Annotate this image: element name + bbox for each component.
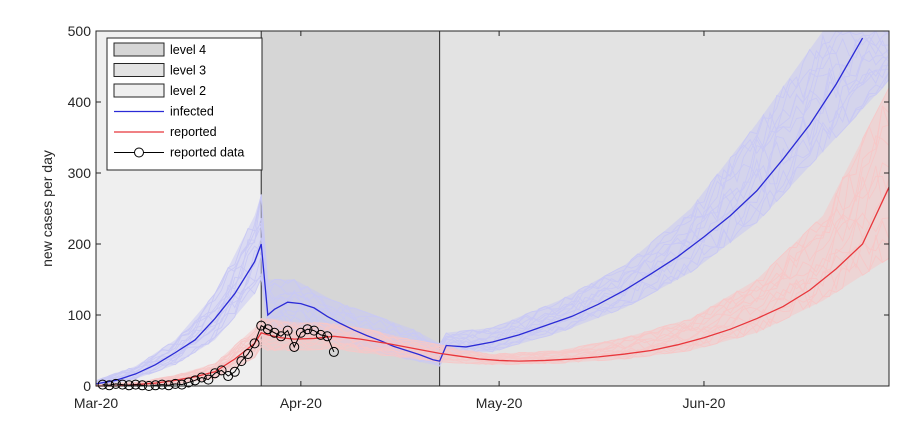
x-tick-label: May-20 xyxy=(476,395,523,411)
y-tick-label: 300 xyxy=(68,165,92,181)
reported-data-point xyxy=(282,325,293,336)
reported-data-point xyxy=(183,377,194,388)
infected-simulations-trace xyxy=(95,78,890,386)
reported-data-point xyxy=(130,379,141,390)
reported-simulations-trace xyxy=(95,87,890,386)
legend-label-reported-data: reported data xyxy=(170,146,244,160)
legend-label-level-4: level 4 xyxy=(170,43,206,57)
infected-simulations-trace xyxy=(95,50,890,384)
legend-swatch-level-3 xyxy=(113,63,165,77)
legend-box xyxy=(106,37,263,171)
reported-data-point xyxy=(295,327,306,338)
infected-simulations-trace xyxy=(95,30,890,382)
reported-data-point xyxy=(209,368,220,379)
y-tick-label: 500 xyxy=(68,23,92,39)
series-lines xyxy=(95,37,890,387)
reported-data-point xyxy=(216,365,227,376)
reported-data-point xyxy=(163,380,174,391)
reported-data-line xyxy=(102,324,335,387)
y-axis-label: new cases per day xyxy=(39,150,55,267)
reported-data-point xyxy=(104,380,115,391)
reported-data-point xyxy=(110,378,121,389)
reported-data-point xyxy=(236,356,247,367)
infected-simulations-trace xyxy=(95,68,890,385)
legend-swatch-level-4 xyxy=(113,42,165,57)
reported-data-point xyxy=(137,380,148,391)
x-tick-label: Mar-20 xyxy=(74,395,119,411)
reported-data-point xyxy=(97,379,108,390)
y-tick-label: 200 xyxy=(68,236,92,252)
reported-data-point xyxy=(124,380,135,391)
infected-line xyxy=(95,37,864,385)
reported-line xyxy=(96,186,890,387)
reported-data-point xyxy=(289,341,300,352)
infected-simulations-trace xyxy=(95,35,890,383)
legend-marker-reported-data xyxy=(134,147,144,158)
legend: level 4 level 3 level 2 infected reported rep… xyxy=(106,37,263,171)
reported-data-point xyxy=(170,378,181,389)
reported-data-point xyxy=(176,379,187,390)
reported-data-point xyxy=(262,324,273,335)
infected-simulations-trace xyxy=(95,31,890,382)
reported-data-point xyxy=(117,379,128,390)
x-tick-label: Apr-20 xyxy=(280,395,322,411)
reported-data-point xyxy=(229,366,240,377)
reported-data-point xyxy=(157,379,168,390)
x-tick-label: Jun-20 xyxy=(683,395,726,411)
legend-label-infected: infected xyxy=(170,105,214,119)
y-tick-label: 100 xyxy=(68,307,92,323)
reported-data-point xyxy=(203,374,214,385)
reported-data-point xyxy=(276,331,287,342)
legend-swatch-level-2 xyxy=(113,83,165,98)
reported-data-point xyxy=(196,372,207,383)
plot-frame xyxy=(95,30,890,387)
reported-data-markers xyxy=(97,320,339,391)
legend-label-level-3: level 3 xyxy=(170,64,206,78)
infected-simulations-trace xyxy=(95,55,890,384)
reported-simulations-trace xyxy=(95,135,890,386)
y-tick-label: 0 xyxy=(83,378,91,394)
legend-label-level-2: level 2 xyxy=(170,84,206,98)
reported-data-point xyxy=(256,320,267,331)
reported-data-point xyxy=(302,324,313,335)
legend-label-reported: reported xyxy=(170,125,217,139)
reported-data-point xyxy=(249,338,260,349)
y-tick-label: 400 xyxy=(68,94,92,110)
axis-ticks: 0 100 200 300 400 500 Mar-20 Apr-20 May-20 Jun-20 xyxy=(68,23,889,411)
infected-simulations-trace xyxy=(96,60,890,384)
reported-data-point xyxy=(315,329,326,340)
reported-data-point xyxy=(242,349,253,360)
reported-data-point xyxy=(190,375,201,386)
reported-data-point xyxy=(269,327,280,338)
reported-data-point xyxy=(322,331,333,342)
infected-simulations-trace xyxy=(95,71,890,385)
reported-data-point xyxy=(328,346,339,357)
reported-data-point xyxy=(150,380,161,391)
